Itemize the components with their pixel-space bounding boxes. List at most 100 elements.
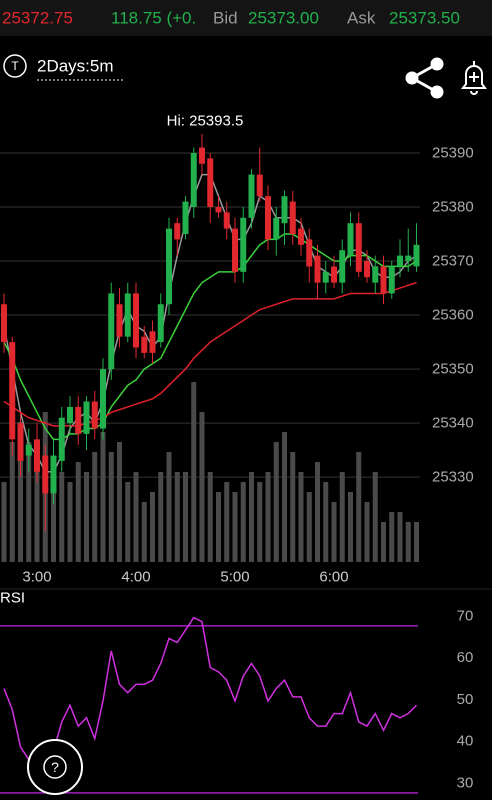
candle-body <box>405 255 412 262</box>
candle-body <box>91 401 98 429</box>
timeframe[interactable]: 2Days:5m <box>37 57 114 76</box>
rsi-line <box>3 616 418 765</box>
candle-body <box>100 369 106 429</box>
volume-bar <box>397 512 403 562</box>
bid-label: Bid <box>213 9 238 28</box>
x-tick-label: 3:00 <box>22 569 51 586</box>
y-tick-label: 25340 <box>432 415 474 432</box>
candle-body <box>306 239 313 267</box>
ask-label: Ask <box>347 9 376 28</box>
help-button[interactable]: ? <box>27 739 83 795</box>
volume-bar <box>414 522 419 562</box>
volume-bar <box>257 482 263 562</box>
candle-body <box>42 455 49 494</box>
volume-bar <box>166 452 172 562</box>
candle-body <box>355 223 362 272</box>
help-circle[interactable] <box>27 739 83 795</box>
volume-bar <box>67 482 73 562</box>
candle-body <box>116 304 123 337</box>
candle-body <box>149 331 156 353</box>
volume-bar <box>249 472 254 562</box>
moving-average <box>3 233 417 441</box>
volume-bar <box>51 472 56 562</box>
candle-body <box>124 293 131 337</box>
volume-bar <box>117 442 122 562</box>
y-tick-label: 25390 <box>432 144 474 161</box>
y-tick-label: 25380 <box>432 198 474 215</box>
volume-bar <box>273 442 279 562</box>
candle-body <box>314 255 321 283</box>
candle-body <box>108 293 115 370</box>
help-label[interactable]: ? <box>51 759 59 775</box>
candle-body <box>289 201 296 235</box>
panel-title: RSI <box>0 590 25 607</box>
change: 118.75 (+0. <box>111 9 196 28</box>
candle-body <box>133 293 139 348</box>
candle-body <box>331 266 337 283</box>
moving-average <box>3 281 417 427</box>
volume-bar <box>174 472 180 562</box>
candle-body <box>248 174 255 218</box>
volume-bar <box>216 492 221 562</box>
tool-icon-label[interactable]: T <box>11 59 19 73</box>
volume-bar <box>34 452 40 562</box>
volume-bar <box>9 442 15 562</box>
volume-bar <box>92 452 98 562</box>
volume-bar <box>331 502 337 562</box>
share-icon[interactable] <box>405 57 444 99</box>
candle-body <box>265 196 271 240</box>
candle-body <box>232 228 238 272</box>
volume-bar <box>141 502 147 562</box>
volume-bar <box>26 442 32 562</box>
candle-body <box>380 266 387 294</box>
volume-bar <box>207 472 213 562</box>
volume-bar <box>191 382 197 562</box>
volume-bar <box>232 492 238 562</box>
volume-bar <box>108 452 114 562</box>
candle-body <box>67 406 73 424</box>
quote-bar <box>0 0 492 36</box>
y-tick-label: 25350 <box>432 361 474 378</box>
y-tick-label: 60 <box>457 649 474 666</box>
candle-body <box>9 342 16 440</box>
y-tick-label: 30 <box>457 774 474 791</box>
volume-bar <box>240 482 246 562</box>
plot-area: 25330 25340 25350 25360 25370 25380 25390 3:00 4… <box>0 113 474 794</box>
candle-body <box>83 401 90 434</box>
candle-body <box>199 147 205 164</box>
candle-body <box>207 158 214 207</box>
volume-bar <box>290 452 296 562</box>
ask: 25373.50 <box>389 9 460 28</box>
help-inner[interactable] <box>43 755 67 779</box>
candle-body <box>190 152 197 207</box>
candle-body <box>397 255 403 267</box>
annotation: Hi: 25393.5 <box>167 113 244 130</box>
last-price: 25372.75 <box>2 9 73 28</box>
candle-body <box>256 174 263 197</box>
y-tick-label: 25370 <box>432 253 474 270</box>
volume-bar <box>100 432 106 562</box>
candle-body <box>141 336 148 353</box>
volume-bar <box>315 462 320 562</box>
candle-body <box>174 223 181 240</box>
candle-body <box>339 250 346 283</box>
tool-icon[interactable] <box>3 54 27 78</box>
alert-icon[interactable] <box>461 61 487 95</box>
candle-body <box>223 212 230 229</box>
candle-body <box>281 196 288 224</box>
candle-body <box>273 217 280 240</box>
x-tick-label: 4:00 <box>121 569 150 586</box>
y-tick-label: 25330 <box>432 469 474 486</box>
candle-body <box>240 217 247 272</box>
candle-body <box>388 266 395 294</box>
candle-body <box>413 244 420 267</box>
candle-body <box>75 406 82 434</box>
volume-bar <box>75 462 81 562</box>
candle-body <box>34 439 40 472</box>
volume-bar <box>323 482 329 562</box>
candle-body <box>157 304 164 343</box>
y-tick-label: 50 <box>457 691 474 708</box>
y-tick-label: 70 <box>457 607 474 624</box>
